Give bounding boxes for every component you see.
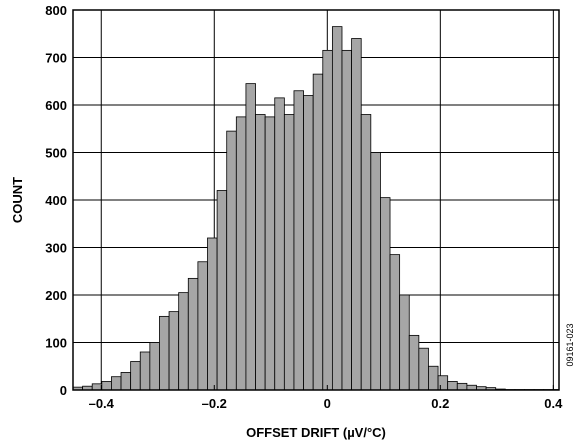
histogram-bar <box>293 90 304 391</box>
histogram-bar <box>101 381 112 391</box>
histogram-bar <box>255 114 266 391</box>
histogram-bar <box>447 381 458 391</box>
y-tick-label: 300 <box>45 241 67 256</box>
y-axis-title: COUNT <box>10 177 25 223</box>
histogram-bar <box>303 95 314 391</box>
y-tick-label: 400 <box>45 193 67 208</box>
y-tick-label: 800 <box>45 3 67 18</box>
histogram-bar <box>216 190 228 391</box>
histogram-bar <box>245 83 256 391</box>
histogram-bar <box>418 347 429 391</box>
histogram-bar <box>168 311 180 391</box>
histogram-bar <box>197 261 208 391</box>
x-tick-label: –0.2 <box>202 396 227 411</box>
histogram-bar <box>226 130 237 391</box>
histogram-bar <box>159 315 170 391</box>
x-tick-label: 0 <box>324 396 331 411</box>
histogram-bar <box>437 375 449 391</box>
histogram-bar <box>283 114 295 391</box>
histogram-bar <box>139 351 151 391</box>
y-tick-label: 700 <box>45 51 67 66</box>
histogram-bar <box>351 38 362 391</box>
x-axis-title: OFFSET DRIFT (µV/°C) <box>246 425 386 440</box>
histogram-bar <box>456 382 468 391</box>
x-tick-label: –0.4 <box>89 396 115 411</box>
histogram-bar <box>235 116 247 391</box>
y-tick-label: 100 <box>45 336 67 351</box>
x-tick-label: 0.2 <box>431 396 449 411</box>
x-tick-label: 0.4 <box>544 396 563 411</box>
histogram-bar <box>149 342 160 391</box>
histogram-bar <box>380 197 391 391</box>
histogram-bar <box>322 49 333 391</box>
histogram-bar <box>274 97 285 391</box>
figure-id-label: 09161-023 <box>565 323 575 366</box>
x-axis-ticks: –0.4 –0.2 0 0.2 0.4 <box>89 385 563 411</box>
histogram-bar <box>178 292 189 391</box>
histogram-bar <box>264 116 276 391</box>
histogram-bar <box>312 73 324 391</box>
histogram-bar <box>130 361 141 391</box>
y-axis-ticks: 0 100 200 300 400 500 600 700 800 <box>45 3 78 398</box>
y-tick-label: 500 <box>45 146 67 161</box>
histogram-bars <box>72 26 560 391</box>
histogram-bar <box>120 372 132 391</box>
histogram-bar <box>360 114 372 391</box>
y-tick-label: 600 <box>45 98 67 113</box>
histogram-bar <box>341 49 353 391</box>
histogram-bar <box>207 237 218 391</box>
histogram-bar <box>428 365 439 391</box>
histogram-bar <box>408 334 420 391</box>
histogram-bar <box>331 26 343 391</box>
histogram-bar <box>399 294 410 391</box>
histogram-bar <box>389 254 401 391</box>
histogram-bar <box>91 383 103 391</box>
y-tick-label: 200 <box>45 288 67 303</box>
histogram-bar <box>370 152 381 391</box>
y-tick-label: 0 <box>60 383 67 398</box>
histogram-bar <box>187 277 199 391</box>
histogram-bar <box>111 376 122 391</box>
